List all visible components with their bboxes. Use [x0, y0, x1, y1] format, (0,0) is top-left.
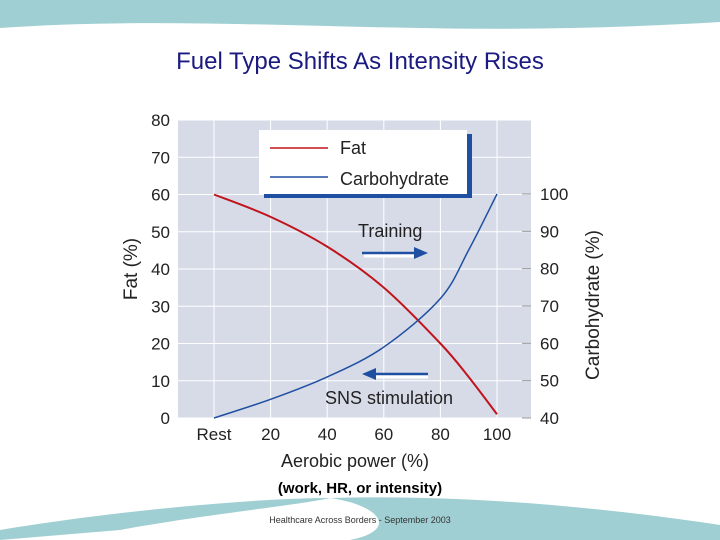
slide-footer: Healthcare Across Borders - September 20… [269, 515, 451, 525]
sns-annotation: SNS stimulation [325, 388, 453, 408]
sns-arrow [362, 368, 428, 380]
y-right-tick-label: 100 [540, 185, 568, 204]
bottom-left-teal-swoosh [0, 498, 330, 540]
training-annotation: Training [358, 221, 422, 241]
y-left-axis-label: Fat (%) [121, 238, 142, 300]
y-left-tick-label: 60 [151, 186, 170, 205]
fat-series-line [213, 193, 498, 415]
slide-title: Fuel Type Shifts As Intensity Rises [176, 48, 544, 75]
legend-box [259, 130, 467, 194]
x-tick-label: 80 [431, 425, 450, 444]
y-left-tick-label: 20 [151, 335, 170, 354]
y-right-axis-label: Carbohydrate (%) [583, 230, 604, 380]
y-left-tick-label: 10 [151, 372, 170, 391]
y-right-tick-label: 40 [540, 409, 559, 428]
gridlines [178, 119, 531, 419]
x-tick-label: 20 [261, 425, 280, 444]
legend-carb-label: Carbohydrate [340, 169, 449, 189]
y-right-tick-label: 50 [540, 372, 559, 391]
y-left-tick-label: 70 [151, 148, 170, 167]
y-left-tick-label: 80 [151, 111, 170, 130]
x-tick-label: Rest [197, 425, 232, 444]
y-left-tick-label: 30 [151, 297, 170, 316]
axis-ticks: Rest 20 40 60 80 100 0 10 20 30 40 50 60 70 80 40 50 60 70… [151, 111, 568, 444]
y-left-tick-label: 50 [151, 223, 170, 242]
y-right-tick-label: 60 [540, 334, 559, 353]
x-axis-footnote: (work, HR, or intensity) [277, 480, 443, 497]
y-right-tick-label: 80 [540, 260, 559, 279]
carbohydrate-series-line [213, 193, 498, 419]
y-right-tick-label: 90 [540, 222, 559, 241]
x-tick-label: 40 [318, 425, 337, 444]
x-axis-label: Aerobic power (%) [281, 451, 429, 471]
top-teal-band [0, 0, 720, 29]
training-arrow [362, 247, 428, 259]
y-left-tick-label: 40 [151, 260, 170, 279]
x-tick-label: 100 [483, 425, 511, 444]
legend-fat-label: Fat [340, 138, 366, 158]
x-tick-label: 60 [374, 425, 393, 444]
y-right-tick-label: 70 [540, 297, 559, 316]
y-left-tick-label: 0 [161, 409, 170, 428]
bottom-right-teal-swoosh [330, 497, 720, 540]
